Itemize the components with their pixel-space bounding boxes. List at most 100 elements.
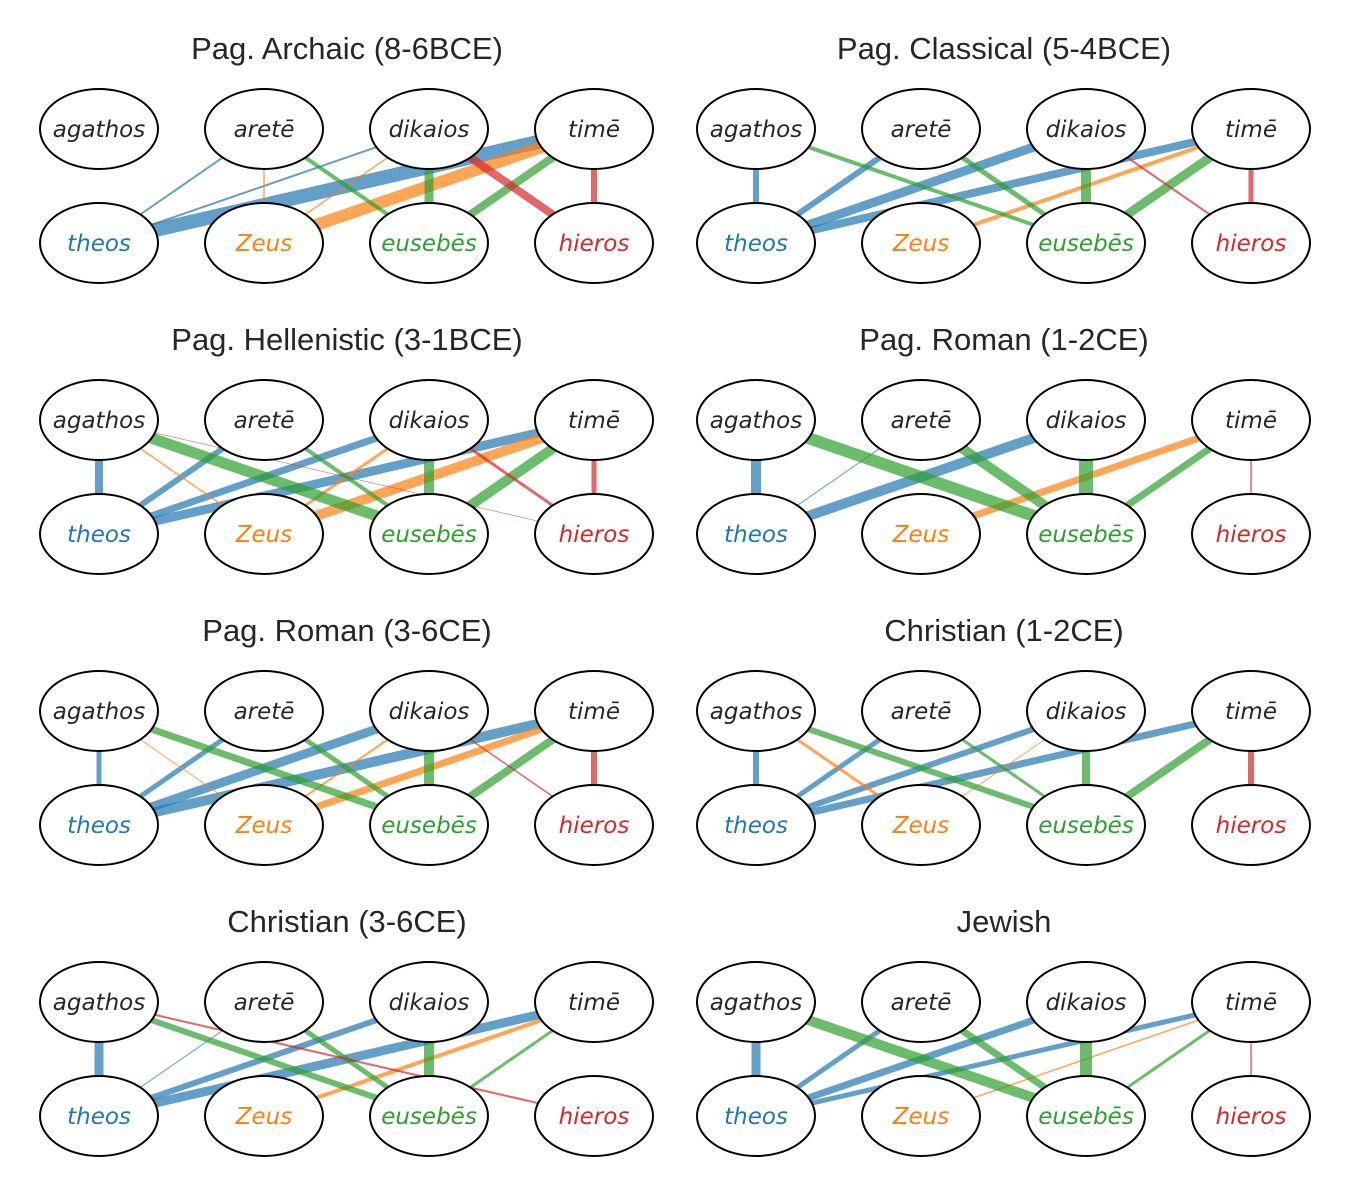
node-dikaios	[369, 961, 489, 1043]
panel-christian-1-2ce-: Christian (1-2CE) agathos aretē dikaios timē…	[696, 613, 1311, 866]
node-zeus	[204, 1075, 324, 1157]
nodes: agathos aretē dikaios timē theos Zeus eusebēs h…	[696, 88, 1311, 284]
node-label-eusebes: eusebēs	[381, 522, 477, 548]
node-arete	[204, 670, 324, 752]
node-label-zeus: Zeus	[892, 1104, 949, 1130]
nodes: agathos aretē dikaios timē theos Zeus eusebēs h…	[696, 379, 1311, 575]
nodes: agathos aretē dikaios timē theos Zeus eusebēs h…	[39, 670, 654, 866]
node-agathos	[39, 88, 159, 170]
node-label-agathos: agathos	[710, 990, 802, 1016]
node-label-time: timē	[568, 408, 620, 434]
node-agathos	[39, 961, 159, 1043]
node-label-time: timē	[1225, 117, 1277, 143]
node-label-dikaios: dikaios	[389, 117, 470, 143]
node-label-time: timē	[1225, 990, 1277, 1016]
node-dikaios	[1026, 670, 1146, 752]
edges	[96, 706, 597, 830]
node-agathos	[39, 379, 159, 461]
edges	[751, 997, 1252, 1121]
panel-pag-hellenistic-3-1bce-: Pag. Hellenistic (3-1BCE) agathos aretē dik…	[39, 322, 654, 575]
node-agathos	[696, 961, 816, 1043]
panel-title: Pag. Hellenistic (3-1BCE)	[171, 322, 522, 357]
node-label-dikaios: dikaios	[389, 990, 470, 1016]
node-arete	[204, 88, 324, 170]
node-label-hieros: hieros	[559, 1104, 630, 1130]
node-zeus	[861, 1075, 981, 1157]
node-label-agathos: agathos	[53, 699, 145, 725]
node-arete	[861, 379, 981, 461]
node-label-time: timē	[1225, 699, 1277, 725]
node-theos	[696, 202, 816, 284]
node-hieros	[1191, 1075, 1311, 1157]
node-label-arete: aretē	[234, 408, 295, 434]
node-dikaios	[369, 379, 489, 461]
node-arete	[861, 88, 981, 170]
node-eusebes	[369, 784, 489, 866]
node-label-arete: aretē	[891, 408, 952, 434]
panel-pag-archaic-8-6bce-: Pag. Archaic (8-6BCE) agathos aretē dikaios…	[39, 31, 654, 284]
edge-eusebes-agathos	[754, 414, 1088, 540]
node-label-theos: theos	[67, 231, 131, 257]
node-eusebes	[369, 202, 489, 284]
node-label-hieros: hieros	[559, 522, 630, 548]
node-hieros	[534, 493, 654, 575]
edge-eusebes-agathos	[97, 707, 431, 829]
node-label-zeus: Zeus	[892, 522, 949, 548]
node-label-dikaios: dikaios	[389, 408, 470, 434]
nodes: agathos aretē dikaios timē theos Zeus eusebēs h…	[39, 961, 654, 1157]
edges	[94, 997, 596, 1121]
node-label-zeus: Zeus	[235, 522, 292, 548]
node-label-hieros: hieros	[559, 813, 630, 839]
node-dikaios	[1026, 961, 1146, 1043]
node-label-agathos: agathos	[53, 408, 145, 434]
nodes: agathos aretē dikaios timē theos Zeus eusebēs h…	[39, 88, 654, 284]
node-label-theos: theos	[67, 522, 131, 548]
node-label-arete: aretē	[234, 117, 295, 143]
node-label-time: timē	[568, 699, 620, 725]
node-eusebes	[1026, 1075, 1146, 1157]
node-time	[1191, 379, 1311, 461]
node-eusebes	[1026, 202, 1146, 284]
node-theos	[39, 202, 159, 284]
node-theos	[696, 784, 816, 866]
node-theos	[39, 493, 159, 575]
nodes: agathos aretē dikaios timē theos Zeus eusebēs h…	[696, 961, 1311, 1157]
edges	[751, 414, 1253, 540]
node-label-zeus: Zeus	[235, 813, 292, 839]
panel-title: Christian (1-2CE)	[884, 613, 1123, 648]
panel-title: Christian (3-6CE)	[227, 904, 466, 939]
edge-hieros-agathos	[98, 1001, 595, 1117]
node-label-eusebes: eusebēs	[1038, 522, 1134, 548]
panel-title: Jewish	[957, 904, 1052, 939]
node-label-zeus: Zeus	[892, 231, 949, 257]
node-hieros	[534, 1075, 654, 1157]
node-eusebes	[369, 493, 489, 575]
node-zeus	[204, 784, 324, 866]
node-arete	[861, 670, 981, 752]
node-hieros	[1191, 493, 1311, 575]
node-zeus	[204, 202, 324, 284]
node-arete	[204, 379, 324, 461]
edge-eusebes-agathos	[755, 127, 1087, 245]
node-label-dikaios: dikaios	[1046, 117, 1127, 143]
node-label-dikaios: dikaios	[389, 699, 470, 725]
node-dikaios	[1026, 379, 1146, 461]
edges	[753, 707, 1254, 829]
node-hieros	[534, 784, 654, 866]
node-label-eusebes: eusebēs	[381, 1104, 477, 1130]
node-agathos	[696, 88, 816, 170]
edges	[753, 124, 1254, 248]
node-agathos	[39, 670, 159, 752]
node-label-agathos: agathos	[53, 990, 145, 1016]
node-label-arete: aretē	[891, 699, 952, 725]
node-label-dikaios: dikaios	[1046, 408, 1127, 434]
node-hieros	[1191, 202, 1311, 284]
node-dikaios	[1026, 88, 1146, 170]
node-time	[534, 670, 654, 752]
panel-pag-roman-1-2ce-: Pag. Roman (1-2CE) agathos aretē dikaios tim…	[696, 322, 1311, 575]
node-dikaios	[369, 88, 489, 170]
node-label-time: timē	[1225, 408, 1277, 434]
edge-eusebes-agathos	[755, 708, 1087, 828]
node-agathos	[696, 670, 816, 752]
